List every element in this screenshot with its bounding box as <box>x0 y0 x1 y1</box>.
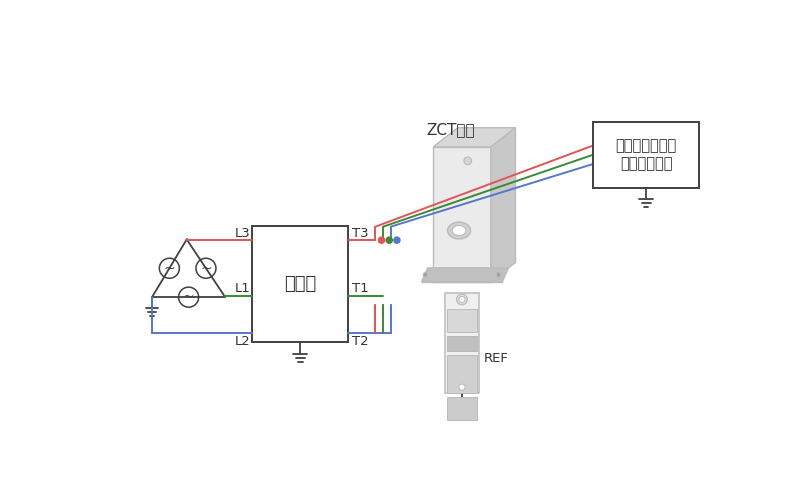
Circle shape <box>423 273 428 277</box>
Circle shape <box>457 382 467 393</box>
Polygon shape <box>447 336 477 351</box>
Text: L1: L1 <box>235 282 250 295</box>
Circle shape <box>496 273 501 277</box>
Text: T2: T2 <box>352 336 368 348</box>
Text: 三相异步电动机
（三相电机）: 三相异步电动机 （三相电机） <box>615 138 677 171</box>
Text: ZCT模块: ZCT模块 <box>426 123 474 137</box>
Polygon shape <box>433 128 515 147</box>
Polygon shape <box>422 268 509 282</box>
Text: L3: L3 <box>235 227 250 240</box>
Text: REF: REF <box>484 352 509 365</box>
Polygon shape <box>447 397 477 420</box>
Ellipse shape <box>447 222 470 239</box>
Text: T1: T1 <box>352 282 368 295</box>
Text: T3: T3 <box>352 227 368 240</box>
Circle shape <box>394 237 400 243</box>
Circle shape <box>459 384 465 390</box>
Circle shape <box>457 294 467 305</box>
Polygon shape <box>445 293 479 393</box>
Circle shape <box>386 237 392 243</box>
Polygon shape <box>447 355 477 393</box>
Polygon shape <box>594 122 698 188</box>
Text: 逆变器: 逆变器 <box>284 275 316 293</box>
Polygon shape <box>433 147 491 282</box>
Polygon shape <box>252 226 349 342</box>
Circle shape <box>459 297 465 302</box>
Circle shape <box>378 237 385 243</box>
Text: ~: ~ <box>163 261 175 275</box>
Text: ~: ~ <box>200 261 212 275</box>
Text: L2: L2 <box>235 336 250 348</box>
Text: ~: ~ <box>183 290 194 304</box>
Polygon shape <box>491 128 515 282</box>
Ellipse shape <box>452 225 466 236</box>
Polygon shape <box>447 309 477 332</box>
Circle shape <box>464 157 472 165</box>
